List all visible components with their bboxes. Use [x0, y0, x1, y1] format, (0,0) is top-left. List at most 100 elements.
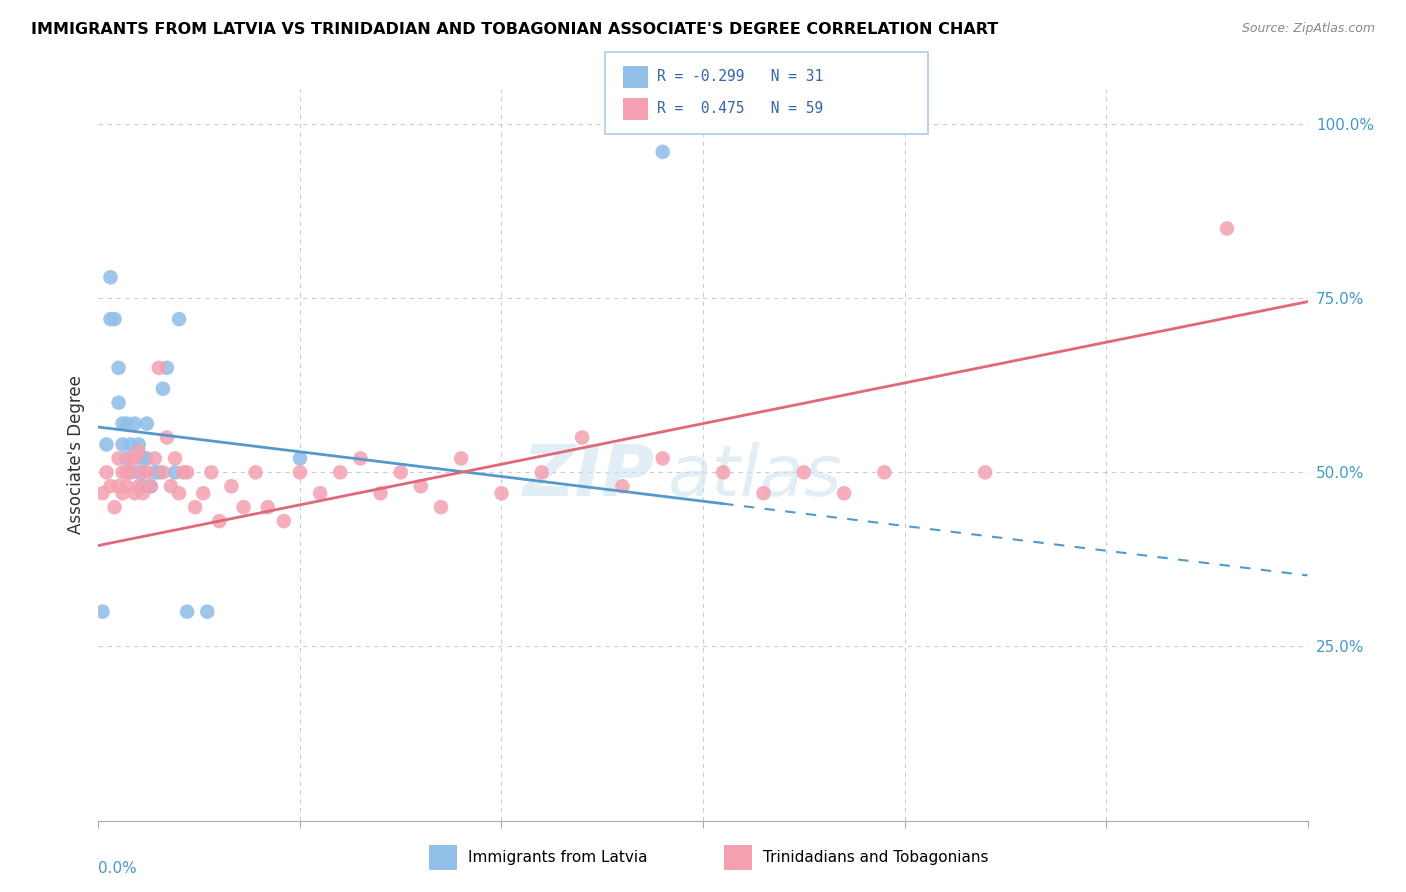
Point — [221, 479, 243, 493]
Point — [200, 466, 222, 480]
Point — [120, 437, 142, 451]
Point — [111, 437, 134, 451]
Point — [156, 430, 179, 444]
Point — [612, 479, 634, 493]
Point — [974, 466, 997, 480]
Point — [107, 479, 129, 493]
Point — [135, 417, 157, 431]
Point — [195, 605, 218, 619]
Point — [152, 466, 174, 480]
Point — [139, 479, 162, 493]
Y-axis label: Associate's Degree: Associate's Degree — [66, 376, 84, 534]
Point — [167, 486, 190, 500]
Point — [409, 479, 432, 493]
Text: atlas: atlas — [666, 442, 841, 511]
Point — [91, 486, 114, 500]
Point — [491, 486, 513, 500]
Point — [152, 382, 174, 396]
Point — [91, 605, 114, 619]
Point — [329, 466, 352, 480]
Point — [124, 451, 146, 466]
Text: 0.0%: 0.0% — [98, 861, 138, 876]
Point — [100, 479, 122, 493]
Point — [120, 466, 142, 480]
Point — [115, 451, 138, 466]
Point — [530, 466, 553, 480]
Point — [96, 466, 118, 480]
Point — [128, 479, 150, 493]
Point — [172, 466, 194, 480]
Point — [148, 360, 170, 375]
Text: Immigrants from Latvia: Immigrants from Latvia — [468, 850, 648, 864]
Point — [176, 466, 198, 480]
Point — [832, 486, 855, 500]
Point — [143, 451, 166, 466]
Point — [100, 270, 122, 285]
Point — [107, 451, 129, 466]
Point — [167, 312, 190, 326]
Point — [128, 444, 150, 458]
Point — [256, 500, 278, 515]
Point — [111, 417, 134, 431]
Text: ZIP: ZIP — [523, 442, 655, 511]
Point — [288, 451, 311, 466]
Point — [163, 451, 186, 466]
Point — [430, 500, 453, 515]
Point — [120, 451, 142, 466]
Point — [111, 466, 134, 480]
Point — [128, 437, 150, 451]
Point — [115, 417, 138, 431]
Point — [571, 430, 593, 444]
Point — [160, 479, 183, 493]
Point — [156, 360, 179, 375]
Point — [132, 451, 155, 466]
Point — [389, 466, 412, 480]
Point — [1216, 221, 1239, 235]
Text: Source: ZipAtlas.com: Source: ZipAtlas.com — [1241, 22, 1375, 36]
Point — [273, 514, 295, 528]
Point — [135, 466, 157, 480]
Point — [184, 500, 207, 515]
Point — [124, 486, 146, 500]
Point — [651, 145, 673, 159]
Point — [245, 466, 267, 480]
Point — [232, 500, 254, 515]
Point — [752, 486, 775, 500]
Point — [711, 466, 734, 480]
Point — [120, 466, 142, 480]
Point — [115, 466, 138, 480]
Point — [163, 466, 186, 480]
Point — [148, 466, 170, 480]
Point — [176, 605, 198, 619]
Text: Trinidadians and Tobagonians: Trinidadians and Tobagonians — [763, 850, 988, 864]
Point — [111, 486, 134, 500]
Point — [132, 486, 155, 500]
Text: IMMIGRANTS FROM LATVIA VS TRINIDADIAN AND TOBAGONIAN ASSOCIATE'S DEGREE CORRELAT: IMMIGRANTS FROM LATVIA VS TRINIDADIAN AN… — [31, 22, 998, 37]
Point — [873, 466, 896, 480]
Point — [349, 451, 371, 466]
Text: R =  0.475   N = 59: R = 0.475 N = 59 — [657, 102, 823, 116]
Text: R = -0.299   N = 31: R = -0.299 N = 31 — [657, 70, 823, 84]
Point — [132, 466, 155, 480]
Point — [115, 479, 138, 493]
Point — [370, 486, 392, 500]
Point — [124, 417, 146, 431]
Point — [208, 514, 231, 528]
Point — [793, 466, 815, 480]
Point — [128, 466, 150, 480]
Point — [651, 451, 673, 466]
Point — [107, 395, 129, 409]
Point — [193, 486, 215, 500]
Point — [450, 451, 472, 466]
Point — [103, 312, 125, 326]
Point — [103, 500, 125, 515]
Point — [143, 466, 166, 480]
Point — [107, 360, 129, 375]
Point — [135, 451, 157, 466]
Point — [100, 312, 122, 326]
Point — [132, 479, 155, 493]
Point — [309, 486, 332, 500]
Point — [139, 479, 162, 493]
Point — [96, 437, 118, 451]
Point — [288, 466, 311, 480]
